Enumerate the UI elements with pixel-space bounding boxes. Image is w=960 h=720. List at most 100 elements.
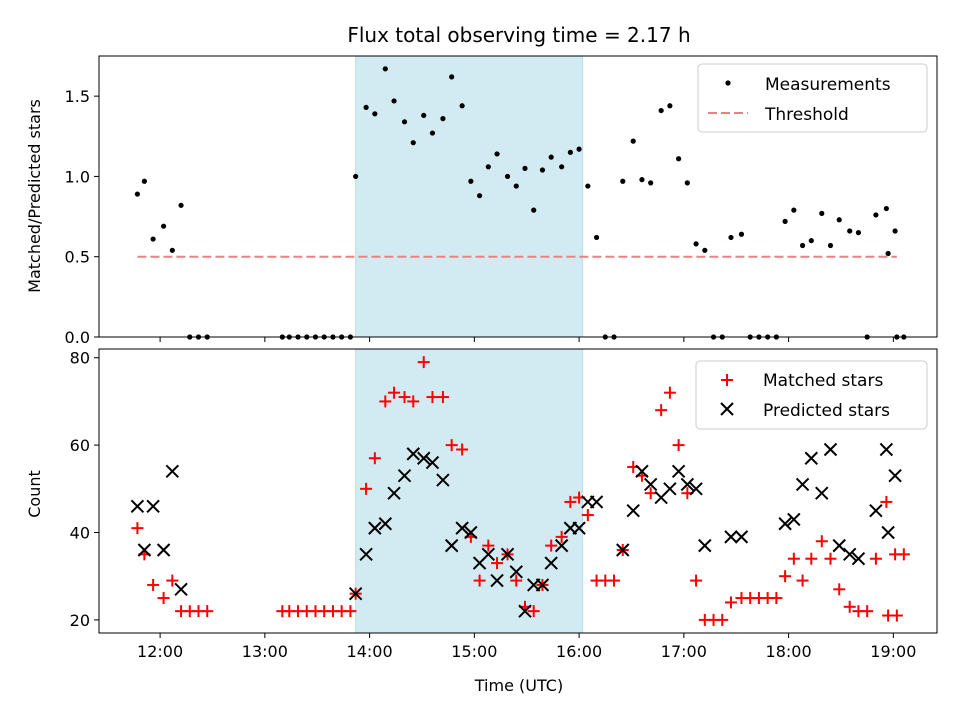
bottom-axes-frame xyxy=(98,348,938,634)
matched-point xyxy=(779,570,792,583)
legend-measurements-marker xyxy=(725,80,731,86)
matched-point xyxy=(770,592,783,605)
x-axis-label: Time (UTC) xyxy=(474,676,563,695)
measurement-point xyxy=(382,66,388,72)
predicted-point xyxy=(832,538,846,553)
predicted-point xyxy=(368,521,382,535)
predicted-point xyxy=(795,477,810,492)
predicted-point xyxy=(481,547,496,562)
measurement-point xyxy=(449,74,455,80)
measurement-point xyxy=(836,217,842,223)
predicted-point xyxy=(724,530,738,544)
measurement-point xyxy=(160,223,167,229)
x-tick-label: 17:00 xyxy=(661,642,707,661)
measurement-point xyxy=(667,103,673,109)
matched-point xyxy=(833,583,846,596)
matched-point xyxy=(861,605,874,618)
x-tick-label: 13:00 xyxy=(242,642,288,661)
measurement-point xyxy=(728,234,734,241)
predicted-point xyxy=(616,543,630,557)
predicted-point xyxy=(417,451,431,465)
top-panel: Flux total observing time = 2.17 h 0.00.… xyxy=(25,23,938,347)
predicted-point xyxy=(851,552,866,566)
measurement-point xyxy=(353,173,359,180)
matched-point xyxy=(716,613,729,626)
measurement-point xyxy=(548,154,554,160)
predicted-point xyxy=(626,503,640,518)
measurement-point xyxy=(459,103,465,109)
chart-title: Flux total observing time = 2.17 h xyxy=(347,23,690,47)
top-x-ticks xyxy=(159,337,894,342)
predicted-point xyxy=(778,517,792,531)
x-tick-label: 15:00 xyxy=(451,642,497,661)
y-tick-label: 1.0 xyxy=(65,167,90,186)
matched-point xyxy=(655,404,668,417)
matched-point xyxy=(690,574,703,587)
matched-point xyxy=(527,605,540,618)
predicted-point xyxy=(881,525,895,540)
matched-point xyxy=(805,552,818,565)
measurement-point xyxy=(791,207,797,213)
matched-point xyxy=(417,356,430,369)
predicted-point xyxy=(500,547,515,562)
matched-point xyxy=(545,539,558,552)
y-tick-label: 0.5 xyxy=(65,248,90,267)
measurement-point xyxy=(494,151,500,157)
measurement-point xyxy=(178,202,184,208)
matched-point xyxy=(564,495,577,508)
bottom-x-axis: 12:00 13:00 14:00 15:00 16:00 17:00 18:00 19:00 xyxy=(137,633,916,661)
measurement-point xyxy=(476,193,483,199)
matched-point xyxy=(663,386,676,399)
measurement-point xyxy=(782,218,788,224)
matched-point xyxy=(456,443,469,456)
predicted-point xyxy=(387,486,401,500)
matched-point xyxy=(436,391,449,404)
matched-point xyxy=(644,487,657,500)
predicted-point xyxy=(671,464,686,479)
x-tick-label: 12:00 xyxy=(137,642,183,661)
predicted-point xyxy=(787,512,801,527)
measurement-point xyxy=(410,140,416,146)
y-tick-label: 60 xyxy=(70,436,90,455)
matched-point xyxy=(473,574,486,587)
predicted-point xyxy=(397,469,412,483)
predicted-point xyxy=(425,455,440,470)
y-tick-label: 80 xyxy=(70,349,90,368)
top-highlight-layer xyxy=(355,55,584,338)
predicted-point xyxy=(888,469,902,483)
predicted-point xyxy=(146,499,160,513)
measurement-point xyxy=(684,180,690,186)
legend-matched-marker xyxy=(721,374,733,386)
measurement-point xyxy=(702,247,708,253)
predicted-point xyxy=(378,517,393,531)
predicted-point xyxy=(572,521,586,535)
matched-point xyxy=(131,522,144,535)
measurement-point xyxy=(504,173,511,180)
measurement-point xyxy=(883,205,889,212)
measurement-point xyxy=(363,104,369,110)
predicted-point xyxy=(455,521,469,535)
legend-predicted-label: Predicted stars xyxy=(763,401,890,421)
matched-point xyxy=(201,605,214,618)
predicted-point xyxy=(130,499,145,513)
predicted-point xyxy=(464,525,478,540)
measurement-point xyxy=(808,238,814,244)
predicted-point xyxy=(635,464,649,479)
measurement-point xyxy=(429,130,436,136)
matched-point xyxy=(843,600,856,613)
predicted-point xyxy=(680,477,695,492)
measurement-point xyxy=(485,164,491,170)
measurement-point xyxy=(738,231,745,237)
matched-point xyxy=(890,609,903,622)
predicted-point xyxy=(689,482,703,496)
matched-point xyxy=(555,530,568,543)
matched-point xyxy=(147,578,160,591)
measurement-point xyxy=(630,138,636,144)
predicted-point xyxy=(518,604,532,618)
predicted-point xyxy=(490,573,504,588)
bottom-legend: Matched stars Predicted stars xyxy=(695,360,928,430)
matched-point xyxy=(407,395,420,408)
top-axes-frame xyxy=(98,55,938,338)
bottom-marks-layer xyxy=(130,356,910,626)
